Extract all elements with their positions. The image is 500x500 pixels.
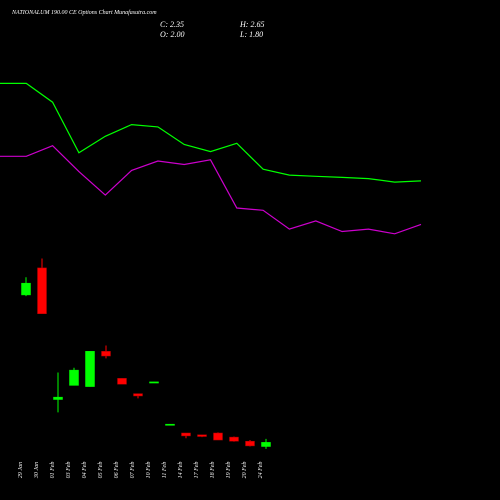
chart-title: NATIONALUM 190.00 CE Options Chart Munaf… [11, 9, 157, 16]
x-tick-label: 19 Feb [226, 462, 232, 479]
x-tick-label: 30 Jan [34, 462, 40, 479]
candle-body [133, 393, 143, 397]
x-tick-label: 10 Feb [146, 462, 152, 479]
candle-body [165, 423, 175, 426]
high-label: H: 2.65 [239, 20, 264, 29]
close-label: C: 2.35 [160, 20, 184, 29]
candle-body [117, 378, 127, 385]
x-tick-label: 24 Feb [257, 462, 264, 479]
x-tick-label: 20 Feb [242, 462, 248, 479]
open-label: O: 2.00 [160, 30, 184, 39]
x-tick-label: 06 Feb [114, 462, 120, 479]
candle-body [197, 434, 207, 437]
x-tick-label: 05 Feb [98, 462, 104, 479]
candle-body [101, 351, 111, 357]
candle-body [37, 267, 47, 314]
indicator-line [0, 144, 422, 235]
candle-body [213, 432, 223, 441]
x-tick-label: 18 Feb [210, 462, 216, 479]
x-tick-label: 03 Feb [66, 462, 72, 479]
x-tick-label: 11 Feb [162, 462, 168, 478]
candle-body [69, 369, 79, 386]
low-label: L: 1.80 [239, 30, 263, 39]
x-tick-label: 04 Feb [81, 462, 88, 479]
candle-body [85, 351, 95, 387]
candle-body [229, 436, 239, 442]
x-tick-label: 07 Feb [130, 462, 136, 479]
x-tick-label: 14 Feb [177, 462, 184, 479]
candle-body [261, 442, 271, 447]
candle-body [53, 396, 63, 400]
candle-body [181, 432, 191, 437]
candle-body [21, 282, 31, 296]
x-tick-label: 29 Jan [18, 462, 24, 478]
candle-body [149, 381, 159, 384]
x-tick-label: 17 Feb [194, 462, 200, 479]
x-tick-label: 01 Feb [50, 462, 56, 479]
indicator-line [0, 82, 422, 183]
candle-body [245, 440, 255, 447]
